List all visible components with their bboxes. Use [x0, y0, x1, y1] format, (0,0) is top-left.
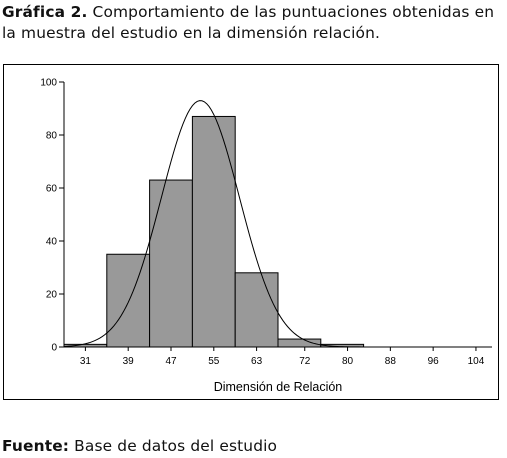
caption-text: Comportamiento de las puntuaciones obten…	[2, 3, 495, 42]
histogram-bar	[234, 272, 279, 348]
histogram-bar	[277, 338, 322, 348]
x-tick-label: 31	[80, 356, 92, 367]
figure-source: Fuente: Base de datos del estudio	[2, 436, 277, 456]
y-axis: 0 20 40 60 80 100	[40, 78, 65, 354]
x-axis-title: Dimensión de Relación	[214, 380, 343, 394]
x-tick-label: 88	[385, 356, 397, 367]
y-tick-label: 80	[46, 131, 58, 142]
y-tick-label: 40	[46, 237, 58, 248]
histogram-bar	[106, 253, 151, 348]
y-tick-label: 20	[46, 290, 58, 301]
y-tick-label: 0	[51, 343, 57, 354]
normal-curve-line	[63, 100, 492, 348]
x-tick-label: 63	[251, 356, 263, 367]
chart-frame: 0 20 40 60 80 100 31 39 47 55 63 72 80 88 96 104 Dimen…	[3, 64, 499, 400]
x-tick-label: 55	[208, 356, 220, 367]
x-tick-label: 39	[123, 356, 135, 367]
histogram-bars	[63, 115, 365, 348]
x-axis: 31 39 47 55 63 72 80 88 96 104	[64, 346, 492, 367]
x-tick-label: 104	[468, 356, 485, 367]
x-tick-label: 80	[342, 356, 354, 367]
normal-curve-group	[63, 100, 492, 348]
histogram-chart: 0 20 40 60 80 100 31 39 47 55 63 72 80 88 96 104 Dimen…	[40, 78, 492, 394]
x-tick-label: 96	[428, 356, 440, 367]
histogram-bar	[191, 115, 236, 348]
figure-caption: Gráfica 2. Comportamiento de las puntuac…	[2, 2, 505, 44]
caption-label: Gráfica 2.	[2, 3, 88, 21]
histogram-bar	[149, 179, 193, 348]
y-tick-label: 60	[46, 184, 58, 195]
source-label: Fuente:	[2, 437, 70, 455]
x-tick-label: 47	[165, 356, 177, 367]
source-text: Base de datos del estudio	[69, 437, 278, 455]
x-tick-label: 72	[299, 356, 311, 367]
y-tick-label: 100	[40, 78, 57, 89]
